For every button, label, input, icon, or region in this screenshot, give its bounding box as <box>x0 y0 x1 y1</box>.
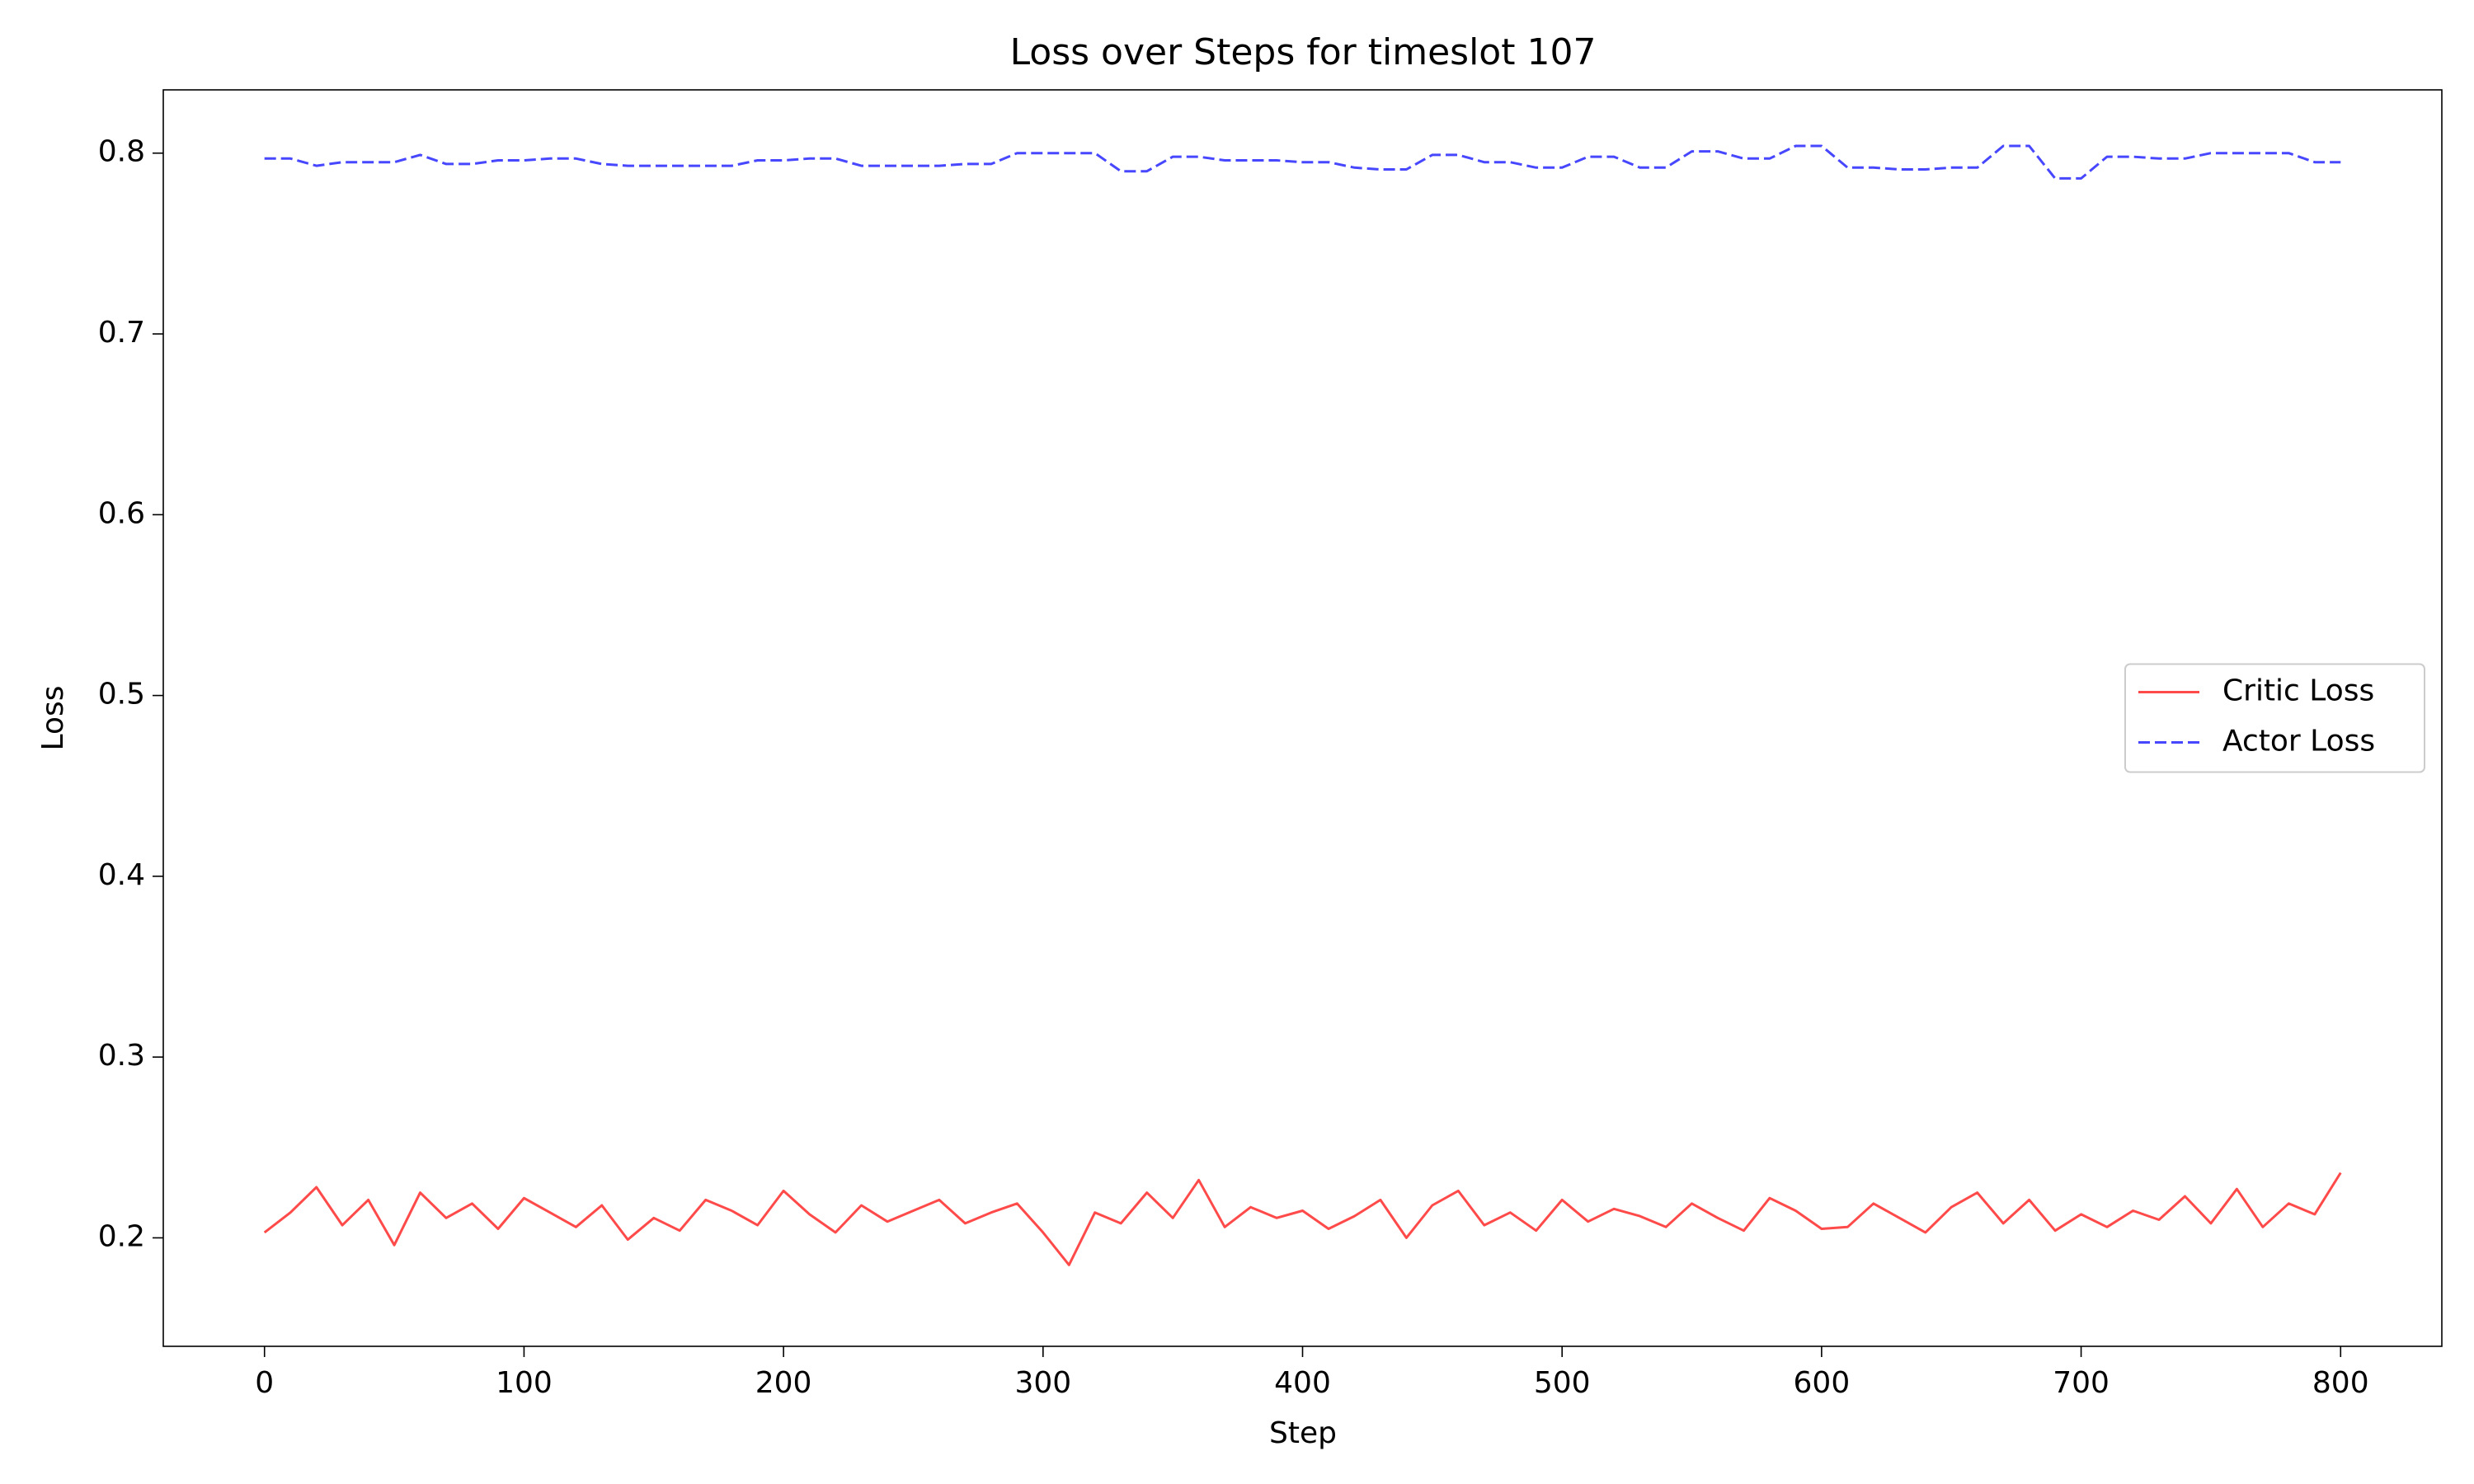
series-line <box>264 144 2341 180</box>
plot-frame <box>162 89 2443 1347</box>
x-tick-label: 500 <box>1534 1366 1591 1400</box>
x-tick-label: 600 <box>1794 1366 1851 1400</box>
y-tick-label: 0.2 <box>98 1219 145 1253</box>
y-tick-label: 0.6 <box>98 496 145 530</box>
y-tick-label: 0.5 <box>98 678 145 711</box>
y-tick-label: 0.4 <box>98 858 145 892</box>
x-axis-label: Step <box>1269 1416 1337 1450</box>
y-tick-label: 0.3 <box>98 1039 145 1073</box>
x-tick-label: 100 <box>496 1366 553 1400</box>
chart-title: Loss over Steps for timeslot 107 <box>1010 31 1597 73</box>
legend-label: Actor Loss <box>2222 725 2375 758</box>
y-tick-label: 0.7 <box>98 316 145 350</box>
legend-label: Critic Loss <box>2222 674 2374 708</box>
x-tick-label: 400 <box>1274 1366 1331 1400</box>
x-tick-label: 700 <box>2053 1366 2109 1400</box>
x-tick-label: 200 <box>755 1366 812 1400</box>
y-axis-label: Loss <box>36 686 70 751</box>
series-line <box>263 1172 2342 1266</box>
legend: Critic Loss Actor Loss <box>2124 663 2425 773</box>
y-tick-label: 0.8 <box>98 135 145 169</box>
x-tick-label: 800 <box>2312 1366 2369 1400</box>
legend-box <box>2124 663 2425 773</box>
x-tick-label: 0 <box>255 1366 274 1400</box>
x-tick-label: 300 <box>1014 1366 1071 1400</box>
